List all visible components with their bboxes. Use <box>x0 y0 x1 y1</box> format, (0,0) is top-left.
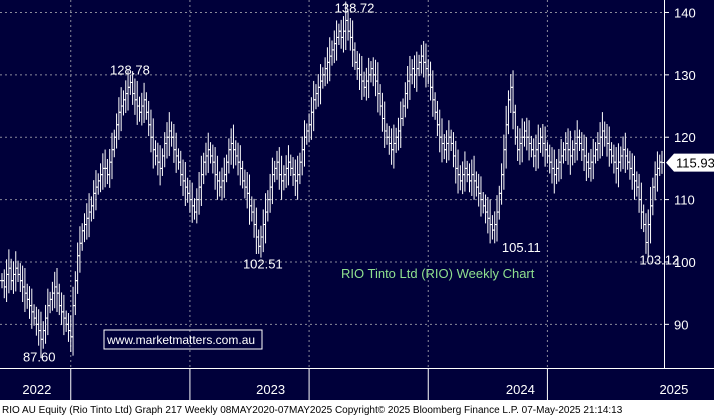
chart-title: RIO Tinto Ltd (RIO) Weekly Chart <box>341 266 535 281</box>
watermark-box <box>103 329 263 350</box>
y-tick-label: 140 <box>674 5 696 20</box>
footer-bar <box>0 400 714 418</box>
y-tick-label: 90 <box>674 317 688 332</box>
annotation-label: 87.60 <box>23 349 56 364</box>
y-tick-label: 130 <box>674 68 696 83</box>
annotation-label: 105.11 <box>502 240 541 255</box>
footer-text: RIO AU Equity (Rio Tinto Ltd) Graph 217 … <box>2 405 623 416</box>
y-tick-label: 120 <box>674 130 696 145</box>
y-tick-label: 100 <box>674 255 696 270</box>
last-price-label: 115.93 <box>676 156 714 171</box>
x-tick-label: 2025 <box>659 382 688 397</box>
annotation-label: 103.12 <box>639 253 679 268</box>
annotation-label: 138.72 <box>335 0 375 15</box>
y-tick-label: 110 <box>674 193 695 208</box>
price-bar <box>660 150 664 174</box>
watermark-text: www.marketmatters.com.au <box>106 333 255 347</box>
x-tick-label: 2024 <box>506 382 535 397</box>
axes: 90 100 110 120 130 140 2022 2023 2024 2025 <box>0 0 714 400</box>
x-tick-label: 2022 <box>22 382 51 397</box>
last-price-marker: 115.93 <box>666 153 714 172</box>
x-tick-label: 2023 <box>256 382 285 397</box>
price-bars <box>0 1 664 359</box>
annotation-label: 102.51 <box>243 256 283 271</box>
annotation-label: 128.78 <box>110 62 150 77</box>
